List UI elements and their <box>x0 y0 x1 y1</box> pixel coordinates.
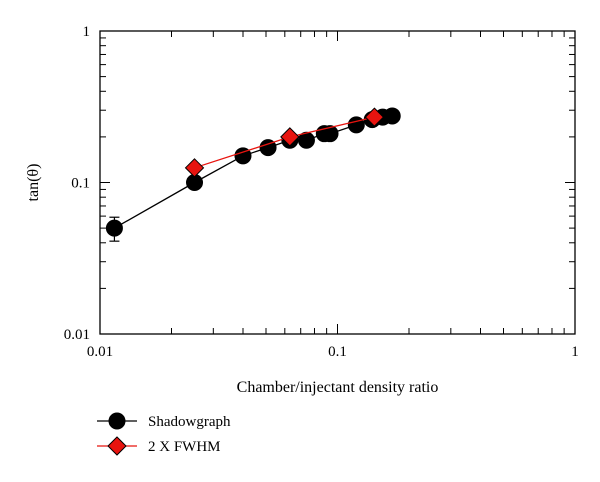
legend-label: Shadowgraph <box>148 414 231 430</box>
tick-labels: 0.01 0.1 1 0.01 0.1 1 <box>64 24 579 360</box>
x-axis-title: Chamber/injectant density ratio <box>237 379 439 396</box>
y-tick-label: 0.1 <box>71 176 90 192</box>
series-layer <box>105 107 401 242</box>
legend-label: 2 X FWHM <box>148 439 221 455</box>
legend: Shadowgraph 2 X FWHM <box>97 412 231 456</box>
data-point <box>364 107 385 127</box>
legend-marker <box>108 412 126 430</box>
data-point <box>297 131 315 149</box>
data-point <box>259 139 277 157</box>
data-point <box>234 147 252 165</box>
x-tick-label: 1 <box>571 344 579 360</box>
data-point <box>321 125 339 143</box>
data-point <box>280 127 300 147</box>
x-tick-label: 0.01 <box>87 344 113 360</box>
data-point <box>105 219 123 237</box>
plot-frame <box>99 30 576 335</box>
x-tick-label: 0.1 <box>328 344 347 360</box>
y-tick-label: 0.01 <box>64 327 90 343</box>
axis-ticks <box>99 31 575 335</box>
series-0 <box>105 107 401 242</box>
data-point <box>347 116 365 134</box>
y-axis-title: tan(θ) <box>25 164 42 202</box>
series-line <box>114 115 393 229</box>
data-point <box>184 158 205 178</box>
series-1 <box>184 107 385 178</box>
data-point <box>383 107 401 125</box>
legend-marker <box>107 436 127 456</box>
y-tick-label: 1 <box>83 24 91 40</box>
